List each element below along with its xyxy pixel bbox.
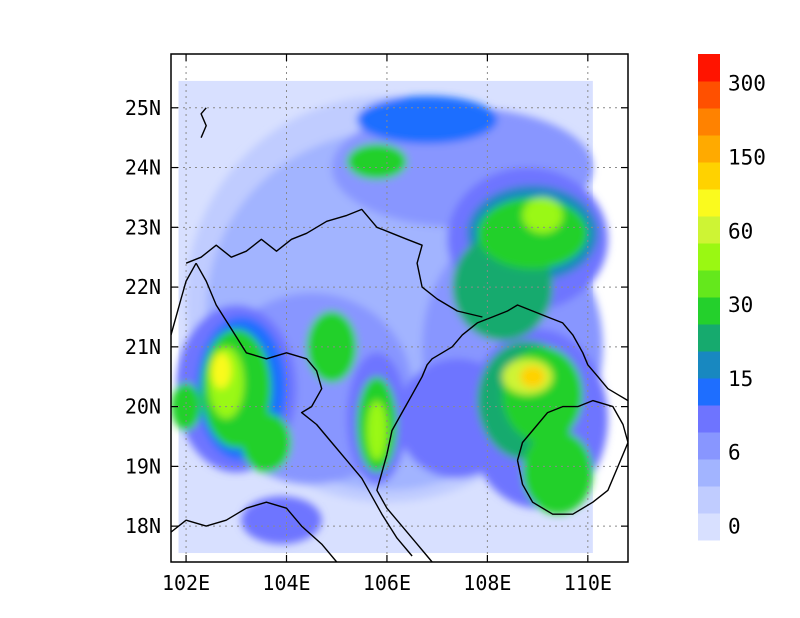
precipitation-contour-patch [241, 496, 322, 545]
colorbar-swatch [698, 54, 720, 82]
coastline-vietnam-south [376, 454, 433, 562]
colorbar-swatch [698, 513, 720, 541]
precipitation-contour-patch [522, 197, 563, 234]
hainan-island [516, 399, 628, 515]
colorbar-swatch [698, 189, 720, 217]
border-china-laos-north [200, 107, 207, 138]
colorbar-label: 0 [728, 515, 741, 539]
colorbar-swatch [698, 216, 720, 244]
precipitation-field [171, 54, 628, 562]
colorbar-label: 150 [728, 146, 766, 170]
colorbar-label: 60 [728, 219, 753, 243]
latitude-axis: 18N 19N 20N 21N 22N 23N 24N 25N [125, 96, 628, 538]
colorbar-swatch [698, 459, 720, 487]
precipitation-contour-patch [306, 310, 357, 383]
colorbar-label: 300 [728, 72, 766, 96]
x-tick-label: 102E [162, 571, 210, 595]
precipitation-contour-patch [520, 365, 546, 388]
x-tick-label: 110E [564, 571, 612, 595]
colorbar-swatch [698, 351, 720, 379]
colorbar-swatch [698, 81, 720, 109]
y-tick-label: 25N [125, 96, 161, 120]
precipitation-contour-patch [241, 412, 292, 473]
y-tick-label: 18N [125, 514, 161, 538]
colorbar-swatch [698, 324, 720, 352]
precipitation-contour-patch [502, 346, 583, 443]
y-tick-label: 20N [125, 395, 161, 419]
y-tick-label: 23N [125, 215, 161, 239]
precipitation-contour-patch [522, 430, 593, 515]
precipitation-contour-patch [356, 95, 498, 144]
y-tick-label: 24N [125, 156, 161, 180]
precipitation-contour-patch [211, 352, 232, 389]
colorbar-swatch [698, 162, 720, 190]
colorbar-swatch [698, 243, 720, 271]
colorbar-swatch [698, 432, 720, 460]
border-vietnam-laos [195, 262, 413, 557]
colorbar-swatch [698, 108, 720, 136]
colorbar-swatch [698, 135, 720, 163]
colorbar-label: 6 [728, 441, 741, 465]
map-gridlines [171, 54, 628, 562]
map-frame [170, 53, 629, 563]
map-panel: 102E 104E 106E 108E 110E 18N 19N 20N 21N 22N 23N 2… [125, 53, 629, 595]
precipitation-contour-patch [171, 382, 202, 431]
x-tick-label: 106E [363, 571, 411, 595]
precipitation-contour-patch [346, 143, 408, 180]
colorbar-swatch [698, 405, 720, 433]
y-tick-label: 22N [125, 275, 161, 299]
coastline-gulf-of-tonkin [386, 304, 628, 455]
border-laos-china [171, 262, 197, 336]
colorbar-swatch [698, 486, 720, 514]
colorbar-label: 15 [728, 367, 753, 391]
x-tick-label: 104E [262, 571, 310, 595]
colorbar-swatch [698, 270, 720, 298]
colorbar-label: 30 [728, 293, 753, 317]
border-china-vietnam [185, 208, 483, 318]
precipitation-contour-patch [366, 400, 387, 461]
x-tick-label: 108E [463, 571, 511, 595]
y-tick-label: 19N [125, 454, 161, 478]
colorbar-legend: 0 6 15 30 60 150 300 [698, 54, 766, 541]
border-laos-thailand [171, 501, 338, 562]
longitude-axis: 102E 104E 106E 108E 110E [162, 54, 612, 595]
coastlines-and-borders [171, 107, 628, 562]
colorbar-swatch [698, 297, 720, 325]
colorbar-swatch [698, 378, 720, 406]
y-tick-label: 21N [125, 335, 161, 359]
